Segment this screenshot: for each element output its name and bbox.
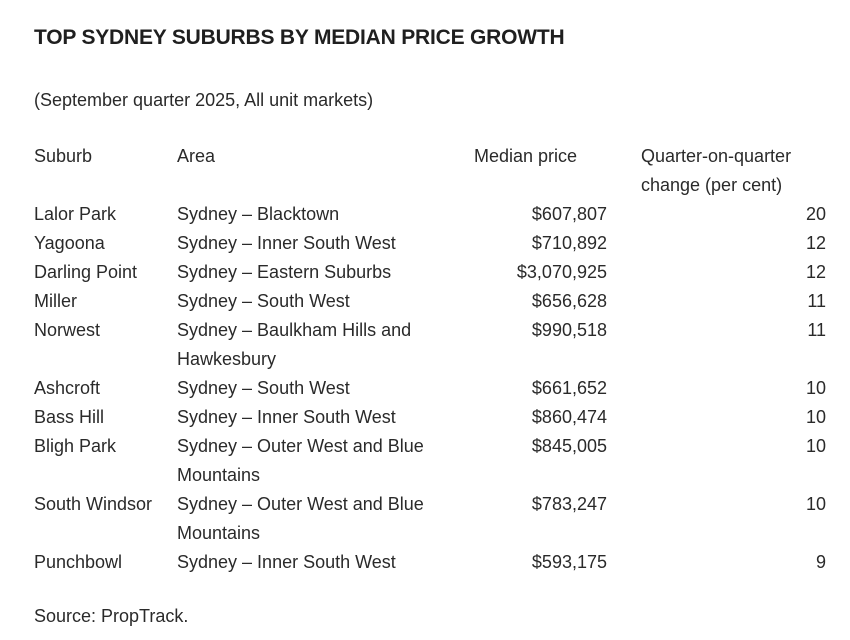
suburb-cell: Ashcroft (34, 378, 101, 398)
qoq-change-cell: 12 (805, 233, 826, 253)
area-cell: Sydney – Inner South West (177, 233, 396, 253)
table-row: Norwest Sydney – Baulkham Hills and Hawke… (34, 316, 826, 374)
header-suburb: Suburb (34, 146, 93, 166)
qoq-change-cell: 12 (805, 262, 826, 282)
area-cell: Sydney – Eastern Suburbs (177, 262, 392, 282)
table-row: Lalor Park Sydney – Blacktown $607,807 20 (34, 200, 826, 229)
table-row: Bligh Park Sydney – Outer West and Blue M… (34, 432, 826, 490)
qoq-change-cell: 11 (807, 291, 826, 311)
suburb-cell: Darling Point (34, 262, 138, 282)
median-price-cell: $710,892 (531, 233, 607, 253)
qoq-change-cell: 10 (805, 494, 826, 514)
suburb-cell: Bligh Park (34, 436, 117, 456)
area-cell: Sydney – Inner South West (177, 552, 396, 572)
table-row: Darling Point Sydney – Eastern Suburbs $3,… (34, 258, 826, 287)
median-price-cell: $661,652 (531, 378, 607, 398)
area-cell: Sydney – Outer West and Blue Mountains (177, 494, 424, 543)
suburb-growth-table: Suburb Area Median price Quarter-on-quar… (34, 142, 826, 577)
median-price-cell: $845,005 (531, 436, 607, 456)
table-row: Miller Sydney – South West $656,628 11 (34, 287, 826, 316)
header-qoq-change: Quarter-on-quarter change (per cent) (607, 142, 826, 200)
suburb-cell: Norwest (34, 320, 101, 340)
table-row: Punchbowl Sydney – Inner South West $593,1… (34, 548, 826, 577)
table-header-row: Suburb Area Median price Quarter-on-quar… (34, 142, 826, 200)
area-cell: Sydney – Inner South West (177, 407, 396, 427)
area-cell: Sydney – Blacktown (177, 204, 340, 224)
area-cell: Sydney – South West (177, 291, 350, 311)
median-price-cell: $3,070,925 (516, 262, 607, 282)
qoq-change-cell: 10 (805, 378, 826, 398)
qoq-change-cell: 9 (815, 552, 826, 572)
area-cell: Sydney – South West (177, 378, 350, 398)
median-price-cell: $607,807 (531, 204, 607, 224)
suburb-cell: Punchbowl (34, 552, 123, 572)
median-price-cell: $860,474 (531, 407, 607, 427)
suburb-cell: Lalor Park (34, 204, 117, 224)
suburb-cell: Bass Hill (34, 407, 105, 427)
table-row: Bass Hill Sydney – Inner South West $860,4… (34, 403, 826, 432)
header-median-price-label: Median price (474, 146, 578, 166)
table-title: TOP SYDNEY SUBURBS BY MEDIAN PRICE GROWT… (34, 26, 565, 49)
median-price-cell: $656,628 (531, 291, 607, 311)
table-row: Yagoona Sydney – Inner South West $710,892… (34, 229, 826, 258)
header-area: Area (177, 146, 216, 166)
median-price-cell: $593,175 (531, 552, 607, 572)
header-median-price: Median price (439, 142, 607, 200)
source-note: Source: PropTrack. (34, 606, 189, 626)
qoq-change-cell: 10 (805, 407, 826, 427)
area-cell: Sydney – Outer West and Blue Mountains (177, 436, 424, 485)
header-qoq-change-label: Quarter-on-quarter change (per cent) (641, 146, 792, 195)
qoq-change-cell: 20 (805, 204, 826, 224)
table-subtitle: (September quarter 2025, All unit market… (34, 90, 374, 110)
area-cell: Sydney – Baulkham Hills and Hawkesbury (177, 320, 412, 369)
suburb-cell: Miller (34, 291, 77, 311)
table-body: Lalor Park Sydney – Blacktown $607,807 20 Ya… (34, 200, 826, 577)
qoq-change-cell: 10 (805, 436, 826, 456)
median-price-cell: $783,247 (531, 494, 607, 514)
qoq-change-cell: 11 (807, 320, 826, 340)
median-price-cell: $990,518 (531, 320, 607, 340)
table-row: South Windsor Sydney – Outer West and Blu… (34, 490, 826, 548)
suburb-cell: South Windsor (34, 494, 153, 514)
suburb-cell: Yagoona (34, 233, 105, 253)
table-row: Ashcroft Sydney – South West $661,652 10 (34, 374, 826, 403)
